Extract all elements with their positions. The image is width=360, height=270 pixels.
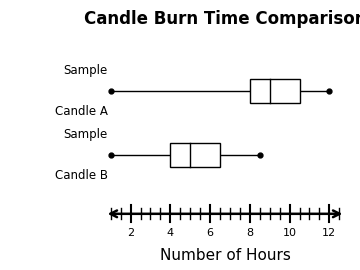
Text: 10: 10 xyxy=(283,228,297,238)
Text: 2: 2 xyxy=(127,228,134,238)
Text: 8: 8 xyxy=(246,228,253,238)
Text: Number of Hours: Number of Hours xyxy=(159,248,291,263)
Title: Candle Burn Time Comparison: Candle Burn Time Comparison xyxy=(84,10,360,28)
Text: 6: 6 xyxy=(207,228,213,238)
Bar xyxy=(250,79,300,103)
Text: Candle B: Candle B xyxy=(55,169,108,182)
Text: 4: 4 xyxy=(167,228,174,238)
Text: Candle A: Candle A xyxy=(55,105,108,118)
Text: Sample: Sample xyxy=(63,64,108,77)
Text: 12: 12 xyxy=(322,228,336,238)
Bar xyxy=(170,143,220,167)
Text: Sample: Sample xyxy=(63,128,108,141)
